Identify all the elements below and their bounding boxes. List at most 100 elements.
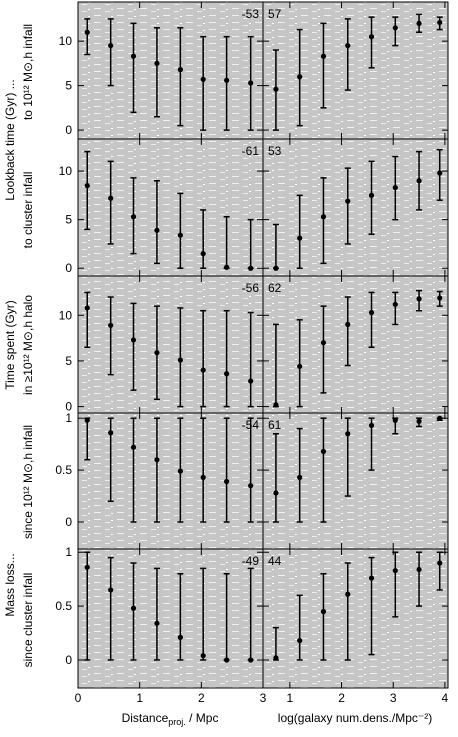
- data-point: [177, 634, 183, 640]
- data-point: [437, 560, 443, 566]
- data-point: [224, 264, 230, 270]
- data-point: [416, 20, 422, 26]
- data-point: [368, 422, 375, 429]
- data-point: [437, 295, 443, 301]
- data-point: [368, 192, 375, 198]
- x-label: Distanceproj. / Mpc: [122, 711, 219, 727]
- data-point: [224, 657, 230, 663]
- data-point: [224, 371, 230, 377]
- x-tick-label: 2: [198, 691, 205, 705]
- data-point: [200, 76, 206, 82]
- data-point: [345, 198, 351, 204]
- data-point: [248, 80, 254, 86]
- panel-background: [78, 2, 263, 139]
- data-point: [154, 350, 160, 356]
- x-tick-label: 3: [390, 691, 397, 705]
- data-point: [368, 34, 375, 40]
- x-tick-label: 1: [136, 691, 143, 705]
- panel-background: [263, 413, 448, 549]
- y-tick-label: 5: [65, 79, 72, 93]
- panel-background: [263, 549, 448, 688]
- data-point: [345, 42, 351, 49]
- data-point: [437, 415, 443, 421]
- y-tick-label: 5: [65, 213, 72, 227]
- data-point: [177, 232, 183, 238]
- data-point: [224, 478, 230, 485]
- x-label-rest: / Mpc: [186, 711, 219, 725]
- data-point: [177, 67, 183, 73]
- y-tick-label: 10: [59, 34, 73, 48]
- data-point: [320, 340, 327, 346]
- data-point: [297, 235, 303, 241]
- data-point: [416, 418, 422, 424]
- data-point: [416, 566, 422, 573]
- data-point: [108, 322, 114, 328]
- x-label-sub: proj.: [168, 717, 186, 727]
- data-point: [177, 357, 183, 363]
- data-point: [297, 637, 303, 644]
- x-tick-label: 2: [338, 691, 345, 705]
- data-point: [368, 575, 375, 581]
- data-point: [154, 60, 160, 66]
- data-point: [273, 86, 279, 92]
- annotation: -56: [242, 281, 260, 295]
- annotation: -53: [242, 7, 260, 21]
- data-point: [416, 296, 422, 302]
- data-point: [200, 367, 206, 373]
- data-point: [108, 42, 114, 49]
- data-point: [224, 77, 230, 83]
- y-tick-label: 0: [65, 653, 72, 667]
- panel-background: [78, 276, 263, 413]
- data-point: [392, 567, 398, 574]
- y-tick-label: 0: [65, 515, 72, 529]
- annotation: 53: [268, 144, 282, 158]
- data-point: [84, 305, 90, 311]
- y-tick-label: 1: [65, 545, 72, 559]
- x-label: log(galaxy num.dens./Mpc⁻²): [278, 711, 432, 725]
- data-point: [130, 337, 137, 343]
- y-tick-label: 0: [65, 400, 72, 414]
- y-sublabel: in ≥10¹² M⊙,h halo: [21, 295, 35, 395]
- data-point: [297, 474, 303, 480]
- data-point: [345, 591, 351, 597]
- y-tick-label: 0: [65, 123, 72, 137]
- y-tick-label: 0.5: [55, 463, 72, 477]
- data-point: [154, 457, 160, 463]
- panel-background: [263, 139, 448, 276]
- data-point: [273, 655, 279, 661]
- data-point: [320, 448, 327, 455]
- data-point: [200, 474, 206, 480]
- annotation: 44: [268, 554, 282, 568]
- x-tick-label: 3: [260, 691, 267, 705]
- data-point: [130, 444, 137, 450]
- data-point: [130, 214, 137, 220]
- x-label-main: Distance: [122, 711, 169, 725]
- data-point: [177, 468, 183, 474]
- data-point: [320, 214, 327, 220]
- y-label: Time spent (Gyr): [3, 300, 17, 390]
- annotation: 62: [268, 281, 282, 295]
- panel-background: [78, 549, 263, 688]
- data-point: [200, 653, 206, 659]
- data-point: [130, 605, 137, 611]
- data-point: [320, 53, 327, 59]
- data-point: [320, 608, 327, 615]
- data-point: [273, 402, 279, 408]
- y-sublabel: to 10¹² M⊙,h infall: [21, 24, 35, 120]
- data-point: [437, 19, 443, 26]
- y-tick-label: 0: [65, 261, 72, 275]
- y-sublabel: to cluster infall: [21, 172, 35, 249]
- data-point: [154, 227, 160, 233]
- data-point: [392, 184, 398, 191]
- data-point: [297, 74, 303, 80]
- panel-background: [78, 139, 263, 276]
- panel-frame: [262, 548, 449, 689]
- panel-background: [78, 413, 263, 549]
- data-point: [345, 321, 351, 328]
- data-point: [248, 378, 254, 384]
- data-point: [84, 183, 90, 189]
- data-point: [368, 309, 375, 316]
- data-point: [297, 363, 303, 370]
- annotation: 57: [268, 7, 282, 21]
